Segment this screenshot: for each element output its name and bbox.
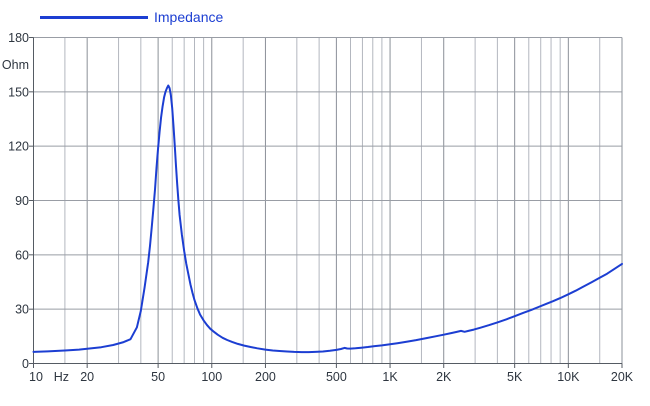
grid-horizontal — [33, 37, 622, 364]
x-tick-label: 2K — [436, 370, 452, 384]
x-axis-labels: 10 20 50 100 200 500 1K 2K 5K 10K 20K Hz — [29, 370, 634, 384]
y-tick-label: 120 — [8, 140, 29, 154]
x-tick-label: 20 — [80, 370, 94, 384]
legend-line-swatch — [40, 15, 148, 19]
x-tick-label: 500 — [326, 370, 347, 384]
y-tick-label: 30 — [15, 303, 29, 317]
legend-label: Impedance — [154, 9, 224, 25]
y-axis-labels: 0 30 60 90 120 150 180 Ohm — [2, 31, 29, 371]
x-tick-label: 50 — [151, 370, 165, 384]
x-tick-label: 1K — [382, 370, 398, 384]
y-tick-label: 60 — [15, 248, 29, 262]
y-tick-label: 150 — [8, 85, 29, 99]
x-tick-label: 20K — [611, 370, 634, 384]
y-tick-label: 0 — [22, 357, 29, 371]
x-tick-label: 10K — [557, 370, 580, 384]
y-axis-unit-label: Ohm — [2, 58, 29, 72]
x-tick-label: 100 — [201, 370, 222, 384]
impedance-curve — [32, 84, 623, 354]
x-tick-label: 5K — [507, 370, 523, 384]
x-tick-label: 200 — [255, 370, 276, 384]
x-tick-label: 10 — [29, 370, 43, 384]
legend: Impedance — [40, 9, 223, 25]
axis-ticks — [29, 37, 623, 368]
x-axis-unit-label: Hz — [54, 370, 69, 384]
y-tick-label: 90 — [15, 194, 29, 208]
y-tick-label: 180 — [8, 31, 29, 45]
